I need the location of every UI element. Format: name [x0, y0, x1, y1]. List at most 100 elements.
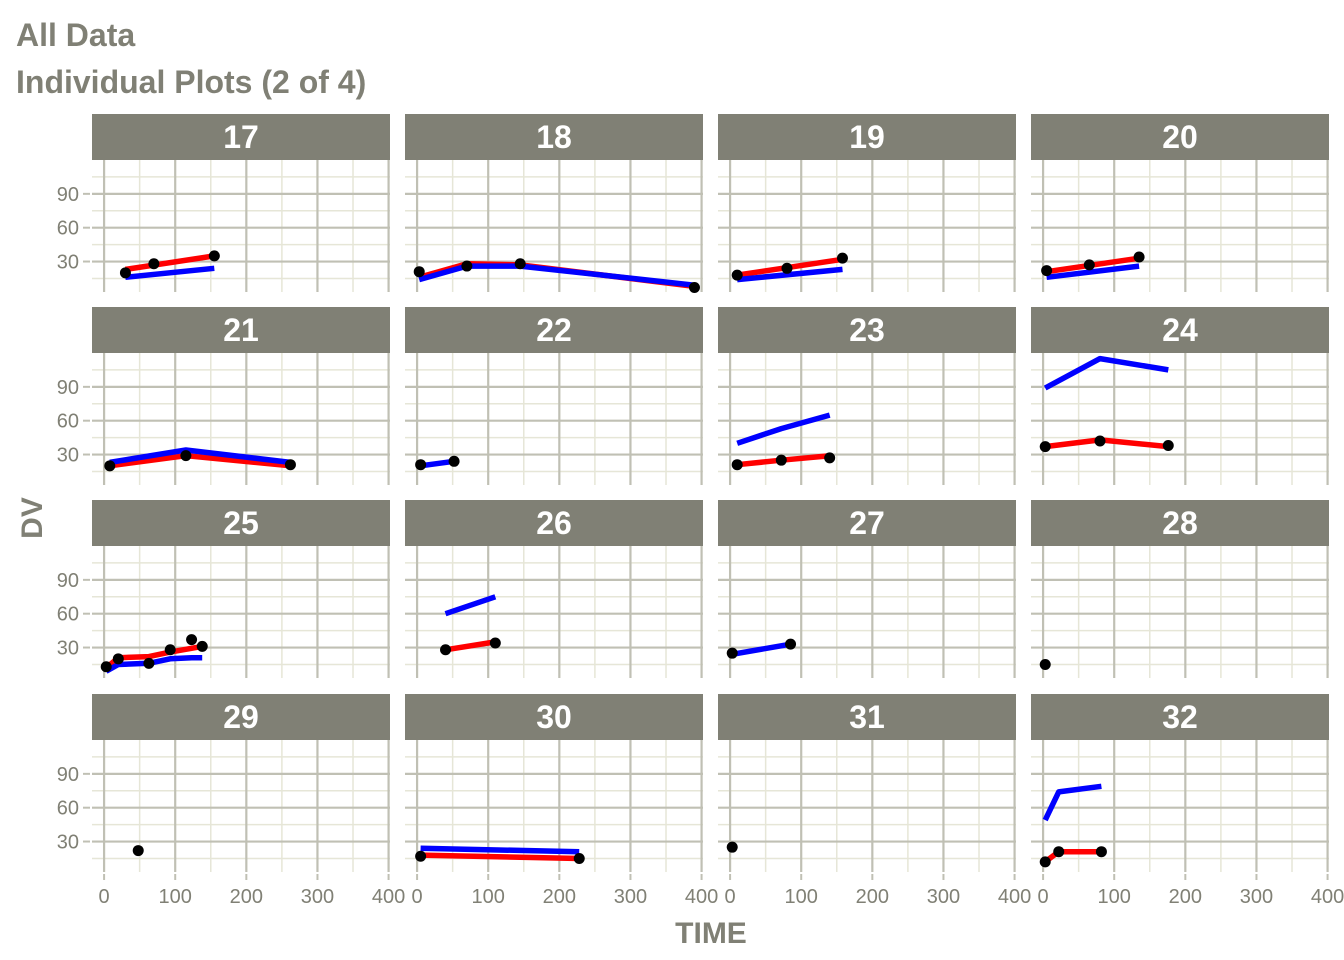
facet-strip — [405, 114, 703, 160]
facet-strip-label: 23 — [849, 312, 885, 348]
panel-background — [92, 160, 390, 292]
x-tick-label: 100 — [785, 886, 818, 908]
blue-series-line — [1042, 783, 1102, 822]
observed-point — [731, 459, 743, 471]
facet-panel-21: 21 30 60 90 — [57, 307, 390, 485]
y-tick-label: 90 — [57, 184, 79, 206]
observed-point — [104, 460, 116, 472]
x-tick-label: 400 — [1311, 886, 1344, 908]
blue-series-line — [109, 447, 291, 466]
observed-point — [1039, 658, 1051, 670]
x-tick-label: 200 — [543, 886, 576, 908]
x-tick-label: 400 — [998, 886, 1031, 908]
y-tick-label: 90 — [57, 570, 79, 592]
observed-point — [148, 258, 160, 270]
observed-point — [284, 459, 296, 471]
observed-point — [461, 260, 473, 272]
blue-series-line — [418, 263, 695, 288]
panel-background — [405, 353, 703, 485]
observed-point — [413, 266, 425, 278]
observed-point — [180, 450, 192, 462]
facet-panel-27: 27 — [718, 500, 1016, 678]
observed-point — [1095, 846, 1107, 858]
facet-strip — [718, 500, 1016, 546]
observed-point — [836, 252, 848, 264]
facet-strip-label: 18 — [536, 119, 572, 155]
facet-strip — [718, 307, 1016, 353]
observed-point — [415, 850, 427, 862]
y-tick-label: 30 — [57, 832, 79, 854]
observed-point — [112, 653, 124, 665]
red-series-line — [445, 639, 496, 653]
x-tick-label: 0 — [412, 886, 423, 908]
chart-subtitle: Individual Plots (2 of 4) — [16, 64, 366, 100]
observed-point — [143, 657, 155, 669]
y-tick-label: 60 — [57, 411, 79, 433]
observed-point — [186, 634, 198, 646]
y-tick-label: 60 — [57, 604, 79, 626]
panel-background — [718, 740, 1016, 872]
facet-strip — [405, 694, 703, 740]
x-tick-label: 200 — [1169, 886, 1202, 908]
x-tick-label: 100 — [472, 886, 505, 908]
x-tick-label: 0 — [725, 886, 736, 908]
facet-panel-31: 31 0 100 200 300 400 — [718, 694, 1031, 908]
y-tick-label: 60 — [57, 218, 79, 240]
facet-strip-label: 29 — [223, 699, 259, 735]
facet-strip-label: 22 — [536, 312, 572, 348]
blue-series-line — [125, 265, 215, 281]
facet-strip-label: 26 — [536, 505, 572, 541]
facet-strip-label: 30 — [536, 699, 572, 735]
observed-point — [514, 258, 526, 270]
observed-point — [726, 647, 738, 659]
observed-point — [1094, 435, 1106, 447]
facet-strip — [1031, 500, 1329, 546]
x-tick-label: 300 — [301, 886, 334, 908]
red-series-line — [124, 253, 215, 273]
x-tick-label: 400 — [685, 886, 718, 908]
facet-panel-23: 23 — [718, 307, 1016, 485]
facet-panel-22: 22 — [405, 307, 703, 485]
blue-series-line — [104, 654, 203, 674]
red-series-line — [420, 852, 580, 862]
observed-point — [489, 637, 501, 649]
observed-point — [731, 269, 743, 281]
y-tick-label: 90 — [57, 764, 79, 786]
facet-strip — [92, 307, 390, 353]
facet-panel-28: 28 — [1031, 500, 1329, 678]
facet-strip-label: 21 — [223, 312, 259, 348]
facet-strip — [92, 500, 390, 546]
x-tick-label: 0 — [99, 886, 110, 908]
panel-background — [1031, 546, 1329, 678]
observed-point — [726, 841, 738, 853]
x-tick-label: 300 — [927, 886, 960, 908]
y-tick-label: 30 — [57, 252, 79, 274]
x-tick-label: 100 — [159, 886, 192, 908]
observed-point — [785, 638, 797, 650]
panel-background — [1031, 353, 1329, 485]
facet-strip-label: 24 — [1162, 312, 1198, 348]
facet-panel-25: 25 30 60 90 — [57, 500, 390, 678]
observed-point — [119, 267, 131, 279]
facet-strip-label: 32 — [1162, 699, 1198, 735]
facet-strip — [1031, 114, 1329, 160]
observed-point — [448, 455, 460, 467]
observed-point — [1041, 265, 1053, 277]
facet-panel-29: 29 30 60 90 0 100 200 300 400 — [57, 694, 405, 908]
panel-background — [718, 353, 1016, 485]
facet-strip-label: 17 — [223, 119, 259, 155]
facet-strip — [405, 500, 703, 546]
facet-strip — [92, 114, 390, 160]
facet-panel-17: 17 30 60 90 — [57, 114, 390, 292]
observed-point — [100, 661, 112, 673]
facet-panels: 17 30 60 90 18 19 20 21 30 60 90 22 23 24 25 30 60 90 26 27… — [57, 114, 1344, 908]
facet-panel-20: 20 — [1031, 114, 1329, 292]
observed-point — [440, 644, 452, 656]
facet-strip — [718, 114, 1016, 160]
blue-series-line — [736, 266, 843, 283]
observed-point — [573, 852, 585, 864]
observed-point — [1039, 856, 1051, 868]
panel-background — [718, 546, 1016, 678]
y-tick-label: 90 — [57, 377, 79, 399]
